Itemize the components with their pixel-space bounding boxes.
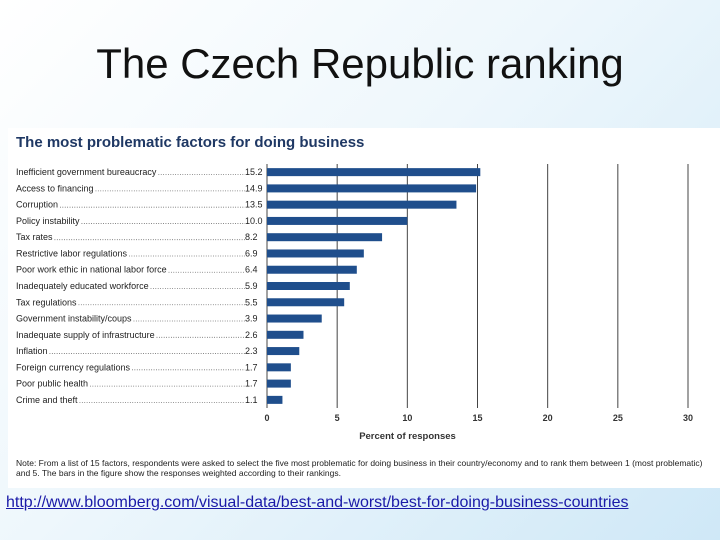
value-label: 2.6 [245, 330, 258, 340]
bar [267, 200, 457, 209]
category-label: Inadequately educated workforce [16, 281, 149, 291]
x-tick-label: 5 [335, 413, 340, 423]
x-tick-label: 15 [472, 413, 482, 423]
value-label: 8.2 [245, 232, 258, 242]
value-label: 3.9 [245, 314, 258, 324]
bar [267, 216, 408, 225]
category-label: Poor public health [16, 379, 88, 389]
value-label: 10.0 [245, 216, 263, 226]
source-link[interactable]: http://www.bloomberg.com/visual-data/bes… [6, 494, 629, 511]
bar [267, 379, 291, 388]
category-label: Crime and theft [16, 395, 78, 405]
category-label: Restrictive labor regulations [16, 248, 128, 258]
value-label: 5.9 [245, 281, 258, 291]
value-label: 1.7 [245, 379, 258, 389]
bar [267, 314, 322, 323]
chart-figure: 0 5 10 15 20 25 30 Percent of responses Ineffici… [8, 128, 720, 488]
bar [267, 347, 300, 356]
category-label: Corruption [16, 200, 58, 210]
bar [267, 233, 383, 242]
category-label: Access to financing [16, 183, 94, 193]
chart-note: Note: From a list of 15 factors, respond… [16, 458, 703, 478]
category-label: Policy instability [16, 216, 80, 226]
category-label: Government instability/coups [16, 314, 132, 324]
bar [267, 168, 481, 177]
x-tick-label: 25 [613, 413, 623, 423]
value-label: 14.9 [245, 183, 263, 193]
slide-title: The Czech Republic ranking [96, 40, 624, 87]
x-tick-label: 20 [543, 413, 553, 423]
bar [267, 330, 304, 339]
bar [267, 395, 283, 404]
bar [267, 363, 291, 372]
x-tick-label: 30 [683, 413, 693, 423]
category-label: Inadequate supply of infrastructure [16, 330, 155, 340]
value-label: 6.9 [245, 248, 258, 258]
x-tick-label: 10 [402, 413, 412, 423]
value-label: 1.7 [245, 362, 258, 372]
value-label: 13.5 [245, 200, 263, 210]
category-label: Inefficient government bureaucracy [16, 167, 157, 177]
value-label: 15.2 [245, 167, 263, 177]
bar-chart: 0 5 10 15 20 25 30 Percent of responses Ineffici… [16, 164, 693, 442]
chart-title: The most problematic factors for doing b… [16, 134, 365, 151]
bar [267, 282, 350, 290]
category-label: Poor work ethic in national labor force [16, 265, 167, 275]
value-label: 2.3 [245, 346, 258, 356]
category-label: Tax regulations [16, 297, 77, 307]
bar [267, 265, 357, 274]
category-label: Inflation [16, 346, 48, 356]
value-label: 1.1 [245, 395, 258, 405]
bar [267, 184, 477, 193]
category-label: Tax rates [16, 232, 53, 242]
value-label: 5.5 [245, 297, 258, 307]
bar [267, 249, 364, 258]
value-label: 6.4 [245, 265, 258, 275]
category-label: Foreign currency regulations [16, 362, 131, 372]
x-tick-label: 0 [264, 413, 269, 423]
x-axis-label: Percent of responses [359, 431, 456, 442]
bar [267, 298, 345, 307]
